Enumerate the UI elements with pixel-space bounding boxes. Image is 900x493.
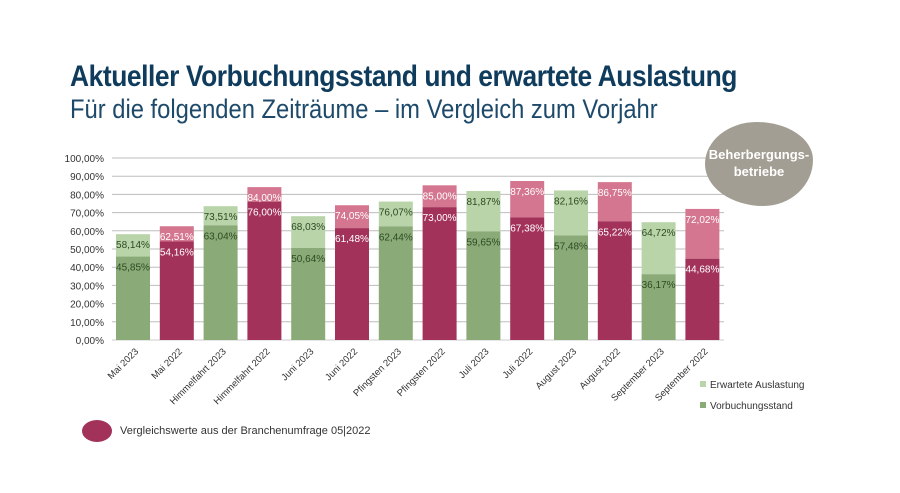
comparison-blob-icon [82, 420, 112, 442]
bar-expected [116, 234, 150, 257]
bar-expected [378, 201, 413, 227]
note-text: Vergleichswerte aus der Branchenumfrage … [120, 425, 371, 437]
data-label-booking: 57,48% [554, 241, 588, 252]
bar-expected [247, 187, 282, 202]
data-label-booking: 73,00% [423, 213, 457, 224]
bar-expected [335, 205, 369, 229]
data-label-expected: 76,07% [379, 208, 413, 219]
bar-booking [466, 231, 501, 340]
legend-label-booking: Vorbuchungsstand [710, 401, 793, 412]
data-label-booking: 44,68% [685, 265, 719, 276]
bar-expected [291, 216, 326, 248]
y-tick-label: 10,00% [70, 318, 104, 329]
data-label-expected: 82,16% [554, 196, 588, 207]
legend-swatch-booking [700, 402, 706, 408]
data-label-expected: 64,72% [642, 228, 676, 239]
y-tick-label: 0,00% [76, 336, 104, 347]
data-label-expected: 87,36% [510, 187, 544, 198]
bar-booking [116, 256, 150, 340]
bar-expected [641, 222, 676, 275]
bar-expected [685, 208, 720, 259]
bar-booking [159, 241, 194, 340]
bar-booking [685, 258, 720, 340]
badge-label: Beherbergungs- betriebe [708, 147, 810, 179]
x-tick-label: August 2023 [534, 346, 580, 392]
data-label-expected: 62,51% [160, 232, 194, 243]
bar-booking [247, 201, 282, 340]
data-label-expected: 72,02% [685, 215, 719, 226]
y-tick-label: 40,00% [70, 263, 104, 274]
data-label-expected: 68,03% [291, 222, 325, 233]
data-label-booking: 62,44% [379, 232, 413, 243]
bar-expected [466, 190, 501, 232]
data-label-booking: 67,38% [510, 223, 544, 234]
bar-expected [597, 182, 632, 222]
data-label-booking: 61,48% [335, 234, 369, 245]
bar-booking [597, 221, 632, 340]
bar-expected [554, 190, 588, 236]
bar-expected [510, 181, 545, 218]
y-tick-label: 20,00% [70, 300, 104, 311]
y-tick-label: 100,00% [65, 154, 105, 165]
x-tick-label: August 2022 [577, 346, 623, 392]
category-badge: Beherbergungs- betriebe [705, 122, 813, 206]
y-tick-label: 80,00% [70, 190, 104, 201]
comparison-note: Vergleichswerte aus der Branchenumfrage … [82, 420, 371, 442]
data-label-expected: 74,05% [335, 211, 369, 222]
data-label-expected: 58,14% [116, 240, 150, 251]
bar-booking [510, 217, 545, 340]
x-tick-label: Mai 2022 [149, 346, 184, 381]
legend-label-expected: Erwartete Auslastung [710, 380, 805, 391]
bar-booking [335, 228, 369, 340]
data-label-expected: 81,87% [466, 197, 500, 208]
data-label-booking: 50,64% [291, 254, 325, 265]
bar-expected [203, 206, 238, 226]
bar-booking [422, 207, 457, 340]
bar-expected [422, 185, 457, 208]
y-tick-label: 30,00% [70, 281, 104, 292]
x-tick-label: Juni 2022 [323, 346, 360, 383]
data-label-booking: 63,04% [204, 231, 238, 242]
bar-booking [291, 247, 326, 340]
bar-booking [378, 226, 413, 340]
page-title: Aktueller Vorbuchungsstand und erwartete… [70, 60, 737, 93]
data-label-expected: 86,75% [598, 188, 632, 199]
x-tick-label: Juni 2023 [279, 346, 316, 383]
bar-expected [159, 226, 194, 242]
data-label-booking: 59,65% [466, 237, 500, 248]
data-label-booking: 65,22% [598, 227, 632, 238]
data-label-expected: 73,51% [204, 212, 238, 223]
y-tick-label: 70,00% [70, 209, 104, 220]
x-tick-label: Mai 2023 [106, 346, 141, 381]
y-tick-label: 90,00% [70, 172, 104, 183]
data-label-booking: 54,16% [160, 247, 194, 258]
y-tick-label: 50,00% [70, 245, 104, 256]
data-label-booking: 45,85% [116, 263, 150, 274]
legend-swatch-expected [700, 381, 706, 387]
x-tick-label: Juli 2023 [457, 346, 492, 381]
page-subtitle: Für die folgenden Zeiträume – im Verglei… [70, 94, 658, 124]
bar-booking [554, 235, 588, 340]
data-label-booking: 36,17% [642, 280, 676, 291]
bar-booking [641, 274, 676, 340]
data-label-expected: 84,00% [247, 193, 281, 204]
bar-booking [203, 225, 238, 340]
x-tick-label: Juli 2022 [501, 346, 536, 381]
data-label-booking: 76,00% [247, 208, 281, 219]
y-tick-label: 60,00% [70, 227, 104, 238]
data-label-expected: 85,00% [423, 191, 457, 202]
